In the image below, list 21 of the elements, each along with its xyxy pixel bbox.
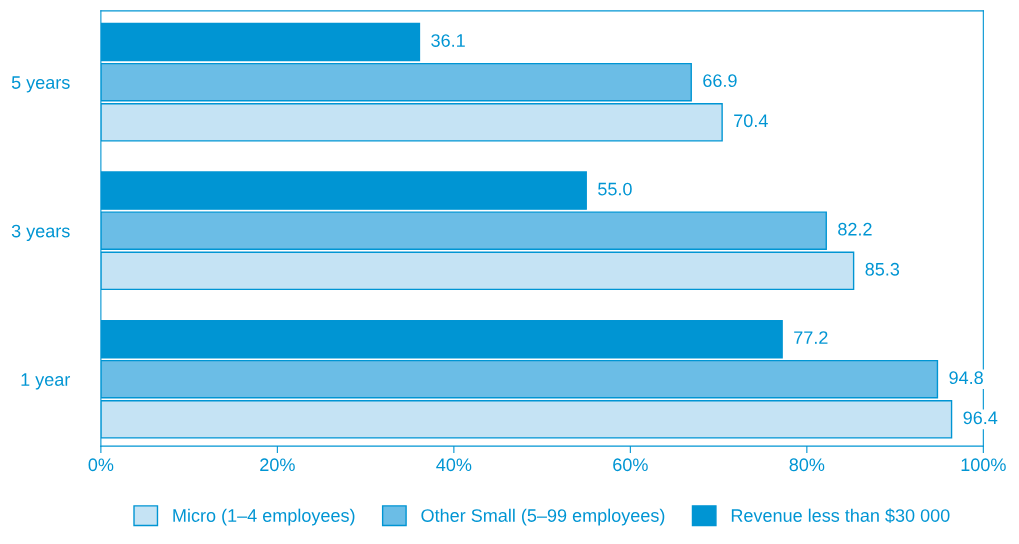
legend-label: Micro (1–4 employees) bbox=[173, 508, 355, 526]
y-tick-label: 3 years bbox=[11, 224, 70, 241]
legend-label: Revenue less than $30 000 bbox=[731, 508, 950, 523]
x-tick-label: 100% bbox=[961, 458, 1006, 472]
x-tick-label: 80% bbox=[789, 458, 825, 472]
x-tick-label: 60% bbox=[613, 458, 648, 472]
text: 70.4 bbox=[734, 114, 768, 128]
y-tick-label: 1 year bbox=[21, 373, 71, 390]
text: 77.2 bbox=[794, 331, 828, 344]
x-tick-label: 0% bbox=[88, 458, 114, 472]
text: 55.0 bbox=[598, 182, 632, 196]
legend-label: Other Small (5–99 employees) bbox=[421, 508, 665, 526]
text: 82.2 bbox=[838, 222, 872, 236]
text: 66.9 bbox=[703, 74, 737, 88]
text: 85.3 bbox=[865, 262, 900, 276]
text: 96.4 bbox=[963, 411, 998, 425]
x-tick-label: 20% bbox=[260, 458, 295, 472]
y-tick-label: 5 years bbox=[11, 76, 70, 93]
text: 36.1 bbox=[431, 34, 465, 47]
text: 94.8 bbox=[949, 371, 983, 385]
x-tick-label: 40% bbox=[436, 458, 472, 472]
